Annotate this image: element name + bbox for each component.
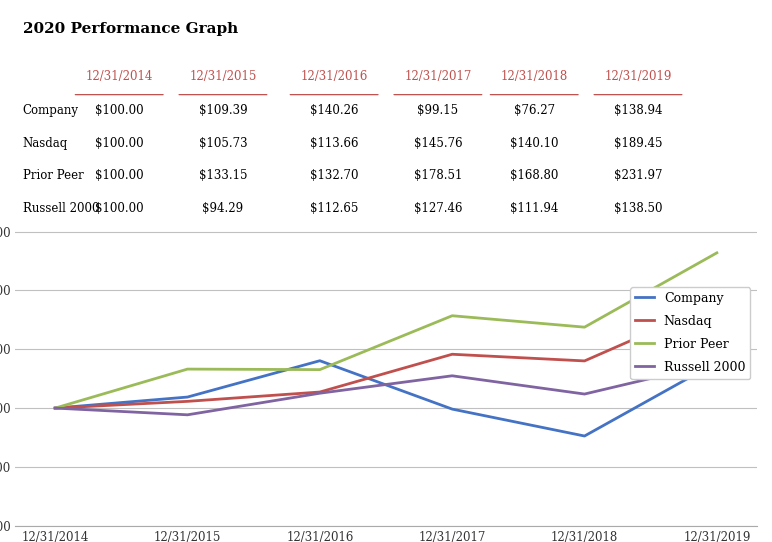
Text: $100.00: $100.00 xyxy=(95,202,144,215)
Text: $76.27: $76.27 xyxy=(513,104,555,117)
Text: Russell 2000: Russell 2000 xyxy=(23,202,100,215)
Text: $105.73: $105.73 xyxy=(198,137,247,150)
Text: $99.15: $99.15 xyxy=(418,104,459,117)
Text: $138.94: $138.94 xyxy=(614,104,662,117)
Text: Nasdaq: Nasdaq xyxy=(23,137,68,150)
Text: $94.29: $94.29 xyxy=(202,202,243,215)
Text: $140.10: $140.10 xyxy=(510,137,558,150)
Text: 12/31/2018: 12/31/2018 xyxy=(500,70,568,83)
Text: $100.00: $100.00 xyxy=(95,169,144,182)
Legend: Company, Nasdaq, Prior Peer, Russell 2000: Company, Nasdaq, Prior Peer, Russell 200… xyxy=(630,287,750,379)
Text: $127.46: $127.46 xyxy=(414,202,462,215)
Text: 12/31/2015: 12/31/2015 xyxy=(189,70,256,83)
Text: $100.00: $100.00 xyxy=(95,104,144,117)
Text: $168.80: $168.80 xyxy=(510,169,558,182)
Text: $138.50: $138.50 xyxy=(614,202,662,215)
Text: Company: Company xyxy=(23,104,79,117)
Text: $178.51: $178.51 xyxy=(414,169,462,182)
Text: $189.45: $189.45 xyxy=(614,137,662,150)
Text: 12/31/2019: 12/31/2019 xyxy=(604,70,672,83)
Text: $133.15: $133.15 xyxy=(198,169,247,182)
Text: $231.97: $231.97 xyxy=(614,169,662,182)
Text: $140.26: $140.26 xyxy=(310,104,358,117)
Text: $112.65: $112.65 xyxy=(310,202,358,215)
Text: $100.00: $100.00 xyxy=(95,137,144,150)
Text: 12/31/2016: 12/31/2016 xyxy=(300,70,367,83)
Text: 12/31/2014: 12/31/2014 xyxy=(86,70,153,83)
Text: $111.94: $111.94 xyxy=(510,202,558,215)
Text: 12/31/2017: 12/31/2017 xyxy=(405,70,472,83)
Text: Prior Peer: Prior Peer xyxy=(23,169,83,182)
Text: $145.76: $145.76 xyxy=(414,137,462,150)
Text: 2020 Performance Graph: 2020 Performance Graph xyxy=(23,22,238,36)
Text: $113.66: $113.66 xyxy=(310,137,358,150)
Text: $132.70: $132.70 xyxy=(310,169,358,182)
Text: $109.39: $109.39 xyxy=(198,104,247,117)
